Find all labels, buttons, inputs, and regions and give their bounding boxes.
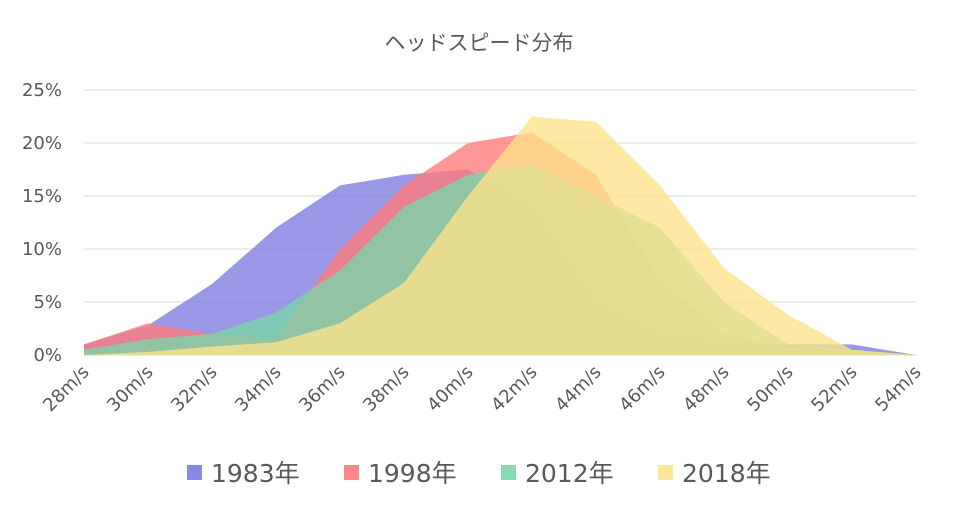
x-tick-label: 54m/s — [871, 362, 925, 416]
y-tick-label: 15% — [22, 186, 62, 207]
x-axis: 28m/s 30m/s 32m/s 34m/s 36m/s 38m/s 40m/s 42m/s… — [39, 362, 925, 416]
legend-label: 1998年 — [368, 459, 457, 488]
y-tick-label: 20% — [22, 133, 62, 154]
x-tick-label: 42m/s — [487, 362, 541, 416]
x-tick-label: 52m/s — [807, 362, 861, 416]
y-tick-label: 25% — [22, 80, 62, 101]
x-tick-label: 46m/s — [615, 362, 669, 416]
y-tick-label: 10% — [22, 239, 62, 260]
legend-swatch — [344, 465, 359, 480]
y-tick-label: 0% — [33, 345, 62, 366]
x-tick-label: 50m/s — [743, 362, 797, 416]
x-tick-label: 30m/s — [103, 362, 157, 416]
legend-swatch — [187, 465, 202, 480]
x-tick-label: 44m/s — [551, 362, 605, 416]
y-tick-label: 5% — [33, 292, 62, 313]
x-tick-label: 36m/s — [295, 362, 349, 416]
chart-title: ヘッドスピード分布 — [385, 31, 574, 55]
plot-area — [84, 116, 916, 355]
legend-label: 2012年 — [525, 459, 614, 488]
legend: 1983年 1998年 2012年 2018年 — [187, 459, 771, 488]
x-tick-label: 38m/s — [359, 362, 413, 416]
area-series-2018年 — [84, 116, 916, 355]
legend-swatch — [658, 465, 673, 480]
x-tick-label: 48m/s — [679, 362, 733, 416]
x-tick-label: 28m/s — [39, 362, 93, 416]
legend-label: 2018年 — [682, 459, 771, 488]
x-tick-label: 34m/s — [231, 362, 285, 416]
y-axis: 0% 5% 10% 15% 20% 25% — [22, 80, 62, 366]
legend-swatch — [501, 465, 516, 480]
x-tick-label: 40m/s — [423, 362, 477, 416]
x-tick-label: 32m/s — [167, 362, 221, 416]
legend-label: 1983年 — [211, 459, 300, 488]
